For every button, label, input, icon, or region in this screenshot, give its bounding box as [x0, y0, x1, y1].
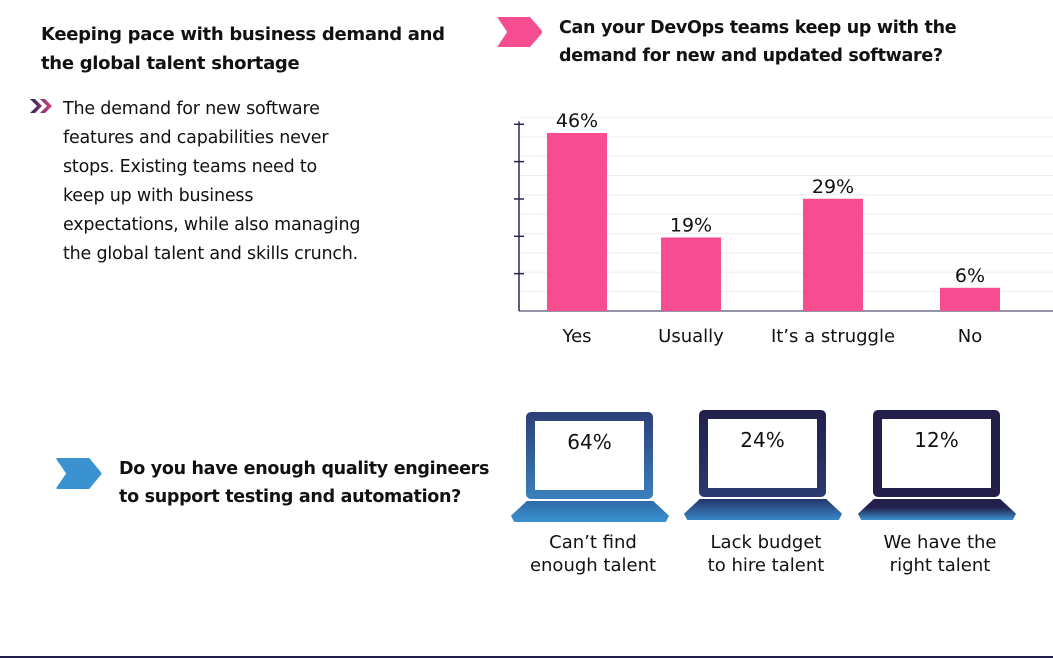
laptop-icon: 12% [858, 410, 1018, 522]
stat-label-line: enough talent [529, 555, 657, 576]
category-label: Usually [658, 326, 724, 347]
laptop-screen: 12% [873, 410, 1000, 497]
stat-label-line: right talent [889, 555, 991, 576]
double-chevron-icon [30, 99, 52, 113]
laptop-base [684, 499, 842, 520]
stat-label-line: Can’t find [549, 532, 637, 553]
stat-label-line: Lack budget [710, 532, 822, 553]
laptop-screen: 64% [526, 412, 653, 499]
stat-label: We have the right talent [860, 531, 1020, 577]
chart-title: Can your DevOps teams keep up with the d… [559, 18, 957, 66]
data-label: 46% [556, 110, 598, 132]
bar-2 [803, 198, 863, 311]
category-label: No [958, 326, 982, 347]
section-body: The demand for new software features and… [63, 99, 361, 264]
data-label: 19% [670, 214, 712, 236]
bottom-divider [0, 656, 1053, 658]
stat-value: 24% [708, 419, 817, 488]
category-label: Yes [561, 326, 591, 347]
data-label: 29% [812, 176, 854, 198]
stat-value: 64% [535, 421, 644, 490]
section-heading: Keeping pace with business demand and th… [41, 24, 445, 74]
stat-label-line: to hire talent [707, 555, 825, 576]
bar-1 [661, 237, 721, 311]
stat-label: Lack budget to hire talent [686, 531, 846, 577]
laptop-icon: 24% [684, 410, 844, 522]
stat-label: Can’t find enough talent [513, 531, 673, 577]
pink-chevron-icon [497, 17, 542, 47]
data-label: 6% [955, 265, 985, 287]
laptop-base [511, 501, 669, 522]
category-label: It’s a struggle [771, 326, 895, 347]
bar-0 [547, 132, 607, 311]
quality-question: Do you have enough quality engineers to … [119, 459, 490, 507]
laptop-base [858, 499, 1016, 520]
blue-chevron-icon [56, 458, 102, 489]
laptop-icon: 64% [511, 412, 671, 524]
laptop-screen: 24% [699, 410, 826, 497]
bar-3 [940, 287, 1000, 311]
stat-value: 12% [882, 419, 991, 488]
bar-chart: 46% Yes 19% Usually 29% It’s a struggle 6% No [514, 110, 1053, 347]
stat-label-line: We have the [883, 532, 997, 553]
